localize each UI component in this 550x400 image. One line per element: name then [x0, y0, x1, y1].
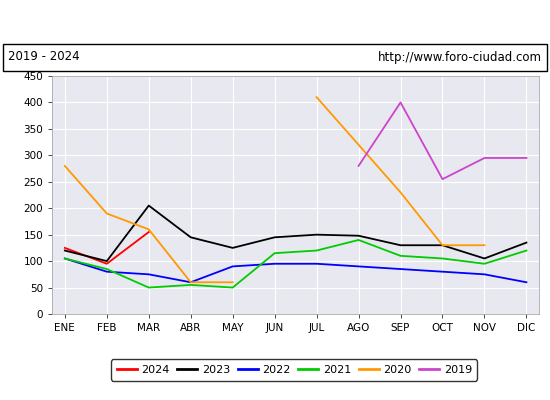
Legend: 2024, 2023, 2022, 2021, 2020, 2019: 2024, 2023, 2022, 2021, 2020, 2019: [111, 360, 477, 380]
Text: 2019 - 2024: 2019 - 2024: [8, 50, 80, 64]
Text: http://www.foro-ciudad.com: http://www.foro-ciudad.com: [378, 50, 542, 64]
Text: Evolucion Nº Turistas Nacionales en el municipio de Real: Evolucion Nº Turistas Nacionales en el m…: [53, 14, 497, 28]
